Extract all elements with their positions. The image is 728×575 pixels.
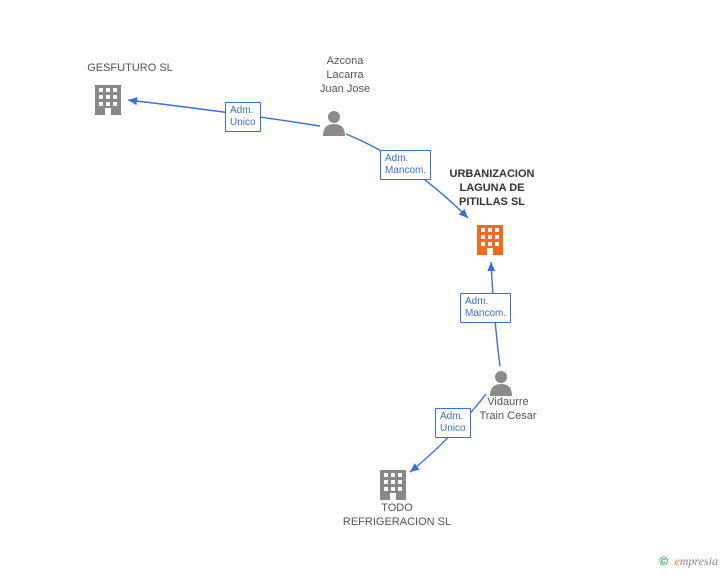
node-label-vidaurre: Vidaurre Train Cesar bbox=[468, 396, 548, 424]
node-label-gesfuturo: GESFUTURO SL bbox=[70, 62, 190, 76]
node-label-azcona: Azcona Lacarra Juan Jose bbox=[310, 55, 380, 96]
copyright-icon: © bbox=[659, 554, 668, 568]
node-label-todo: TODO REFRIGERACION SL bbox=[327, 502, 467, 530]
footer-brand: © empresia bbox=[659, 554, 718, 569]
node-label-urbanizacion: URBANIZACION LAGUNA DE PITILLAS SL bbox=[432, 168, 552, 209]
brand-rest: mpresia bbox=[680, 554, 718, 568]
edge-label-0: Adm. Unico bbox=[225, 102, 261, 132]
edge-label-1: Adm. Mancom. bbox=[380, 150, 431, 180]
edge-label-3: Adm. Unico bbox=[435, 408, 471, 438]
edge-label-2: Adm. Mancom. bbox=[460, 293, 511, 323]
